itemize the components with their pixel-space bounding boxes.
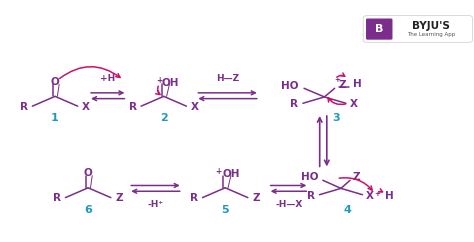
Text: +H: +H	[100, 74, 115, 83]
FancyBboxPatch shape	[366, 18, 392, 40]
Text: OH: OH	[222, 169, 239, 179]
Text: R: R	[128, 102, 137, 112]
Text: R: R	[53, 193, 61, 203]
Text: 5: 5	[221, 205, 229, 215]
Text: Z: Z	[115, 193, 123, 203]
Text: HO: HO	[301, 172, 318, 182]
Text: O: O	[84, 168, 92, 178]
FancyBboxPatch shape	[363, 16, 473, 42]
Text: 3: 3	[332, 113, 339, 123]
Text: O: O	[51, 77, 59, 87]
Text: R: R	[190, 193, 198, 203]
Text: H: H	[385, 191, 394, 201]
Text: +: +	[334, 77, 340, 83]
Text: -H—X: -H—X	[275, 199, 303, 209]
Text: 4: 4	[344, 205, 352, 215]
Text: The Learning App: The Learning App	[407, 32, 455, 37]
Text: X: X	[366, 191, 374, 201]
Text: X: X	[82, 102, 90, 112]
Text: R: R	[307, 191, 315, 201]
Text: R: R	[20, 102, 28, 112]
Text: 1: 1	[51, 113, 59, 123]
Text: 6: 6	[84, 205, 92, 215]
Text: X: X	[349, 99, 357, 109]
Text: R: R	[291, 99, 298, 109]
Text: +: +	[156, 76, 162, 85]
Text: BYJU'S: BYJU'S	[412, 21, 450, 31]
Text: OH: OH	[162, 77, 179, 88]
Text: X: X	[191, 102, 199, 112]
Text: 2: 2	[160, 113, 168, 123]
Text: +: +	[215, 166, 221, 175]
Text: -H⁺: -H⁺	[147, 199, 163, 209]
Text: B: B	[375, 24, 383, 34]
Text: H—Z: H—Z	[216, 74, 239, 83]
Text: H: H	[353, 79, 362, 89]
Text: Z: Z	[352, 172, 360, 182]
Text: Z: Z	[338, 80, 346, 90]
Text: HO: HO	[281, 81, 298, 91]
Text: Z: Z	[253, 193, 260, 203]
Text: +: +	[374, 191, 380, 197]
